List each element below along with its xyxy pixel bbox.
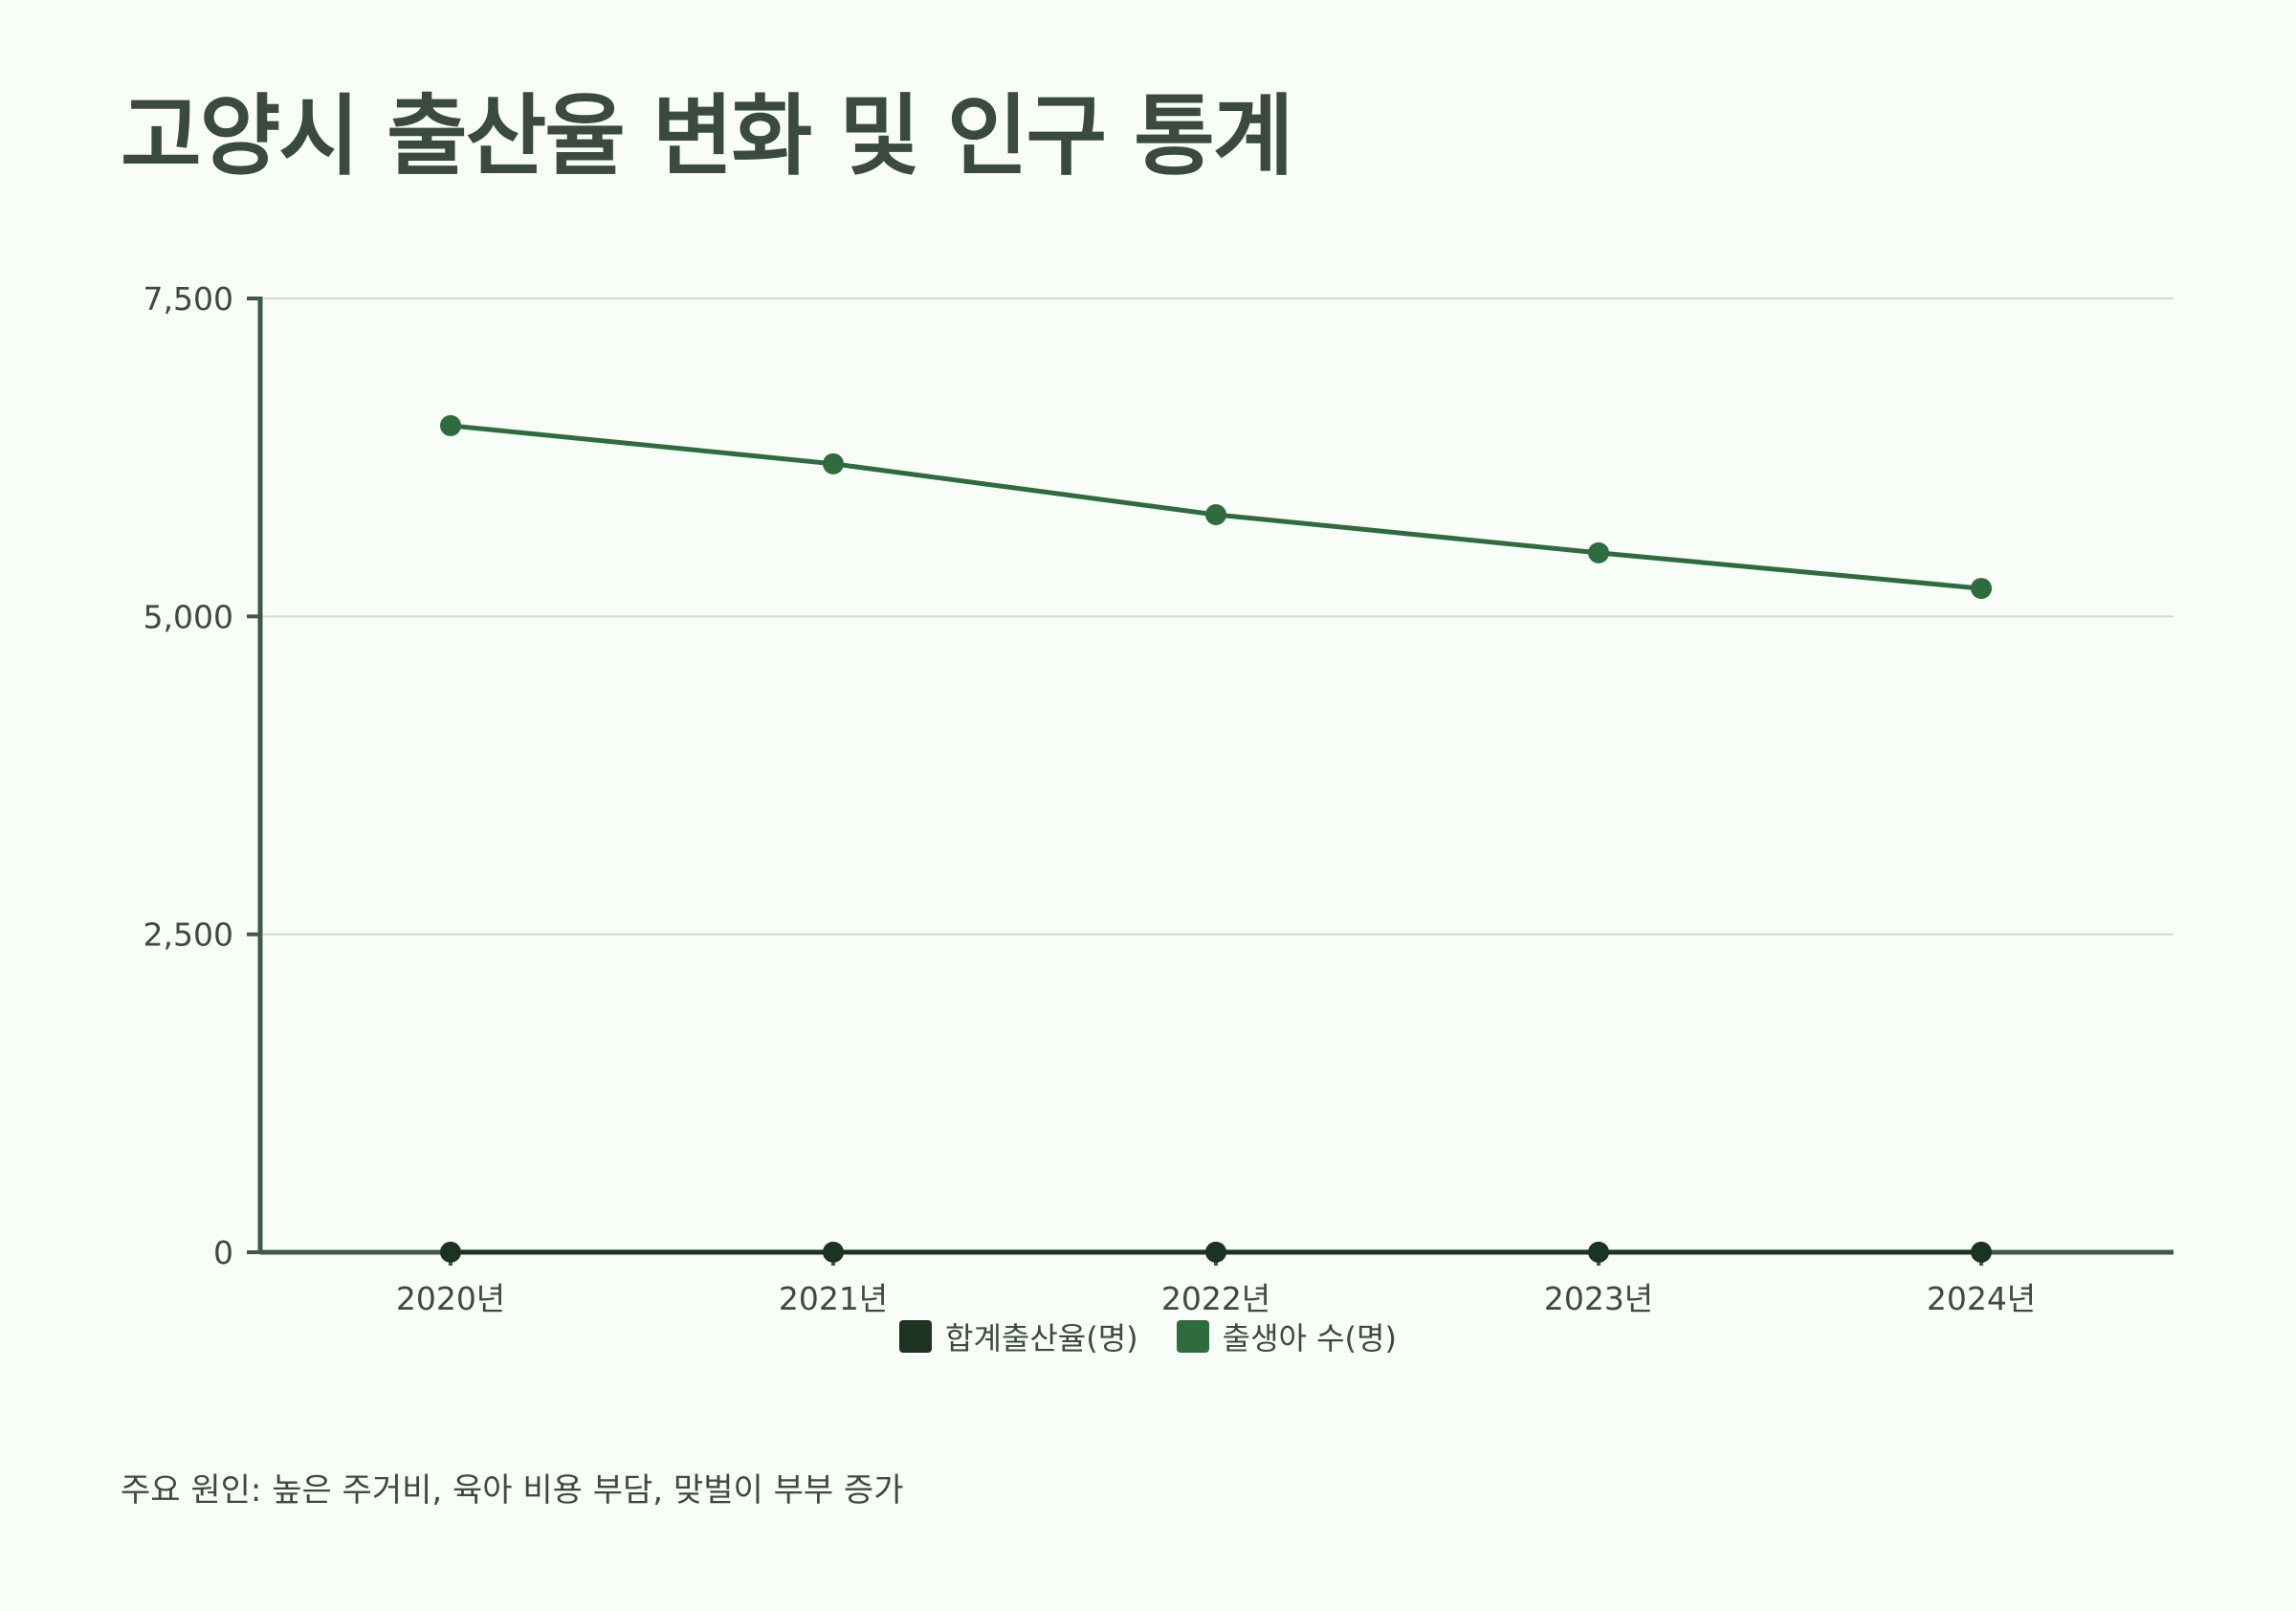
footnote: 주요 원인: 높은 주거비, 육아 비용 부담, 맞벌이 부부 증가: [121, 1471, 904, 1510]
x-tick-label-2: 2022년: [1161, 1280, 1270, 1317]
data-point-s1-3: [1588, 541, 1609, 563]
x-tick-label-4: 2024년: [1927, 1280, 2036, 1317]
data-point-s0-1: [823, 1241, 844, 1263]
axes: [247, 297, 2174, 1266]
data-point-s1-2: [1205, 503, 1226, 525]
legend-label-births: 출생아 수(명): [1222, 1320, 1397, 1357]
data-point-s1-0: [440, 414, 461, 436]
data-point-s0-0: [440, 1241, 461, 1263]
data-point-s1-1: [823, 452, 844, 474]
legend-item-fertility[interactable]: 합계출산율(명): [899, 1314, 1138, 1358]
data-point-s1-4: [1971, 578, 1992, 600]
x-tick-label-1: 2021년: [779, 1280, 888, 1317]
y-tick-label-1: 2,500: [144, 916, 233, 954]
y-tick-label-0: 0: [213, 1234, 233, 1271]
tick-labels: 0 2,500 5,000 7,500 2020년 2021년 2022년 2023년 2024…: [144, 280, 2037, 1317]
data-point-s0-4: [1971, 1241, 1992, 1263]
x-tick-label-0: 2020년: [396, 1280, 505, 1317]
gridlines: [260, 298, 2174, 936]
series: [440, 414, 1992, 1263]
legend-item-births[interactable]: 출생아 수(명): [1176, 1314, 1397, 1358]
x-tick-label-3: 2023년: [1544, 1280, 1653, 1317]
legend-swatch-fertility: [899, 1320, 933, 1353]
legend-swatch-births: [1176, 1320, 1209, 1353]
legend-label-fertility: 합계출산율(명): [945, 1320, 1138, 1357]
y-tick-label-2: 5,000: [144, 598, 233, 635]
data-point-s0-3: [1588, 1241, 1609, 1263]
legend: 합계출산율(명) 출생아 수(명): [0, 1314, 2296, 1358]
data-point-s0-2: [1205, 1241, 1226, 1263]
page-title: 고양시 출산율 변화 및 인구 통계: [121, 85, 1293, 188]
y-tick-label-3: 7,500: [144, 280, 233, 318]
